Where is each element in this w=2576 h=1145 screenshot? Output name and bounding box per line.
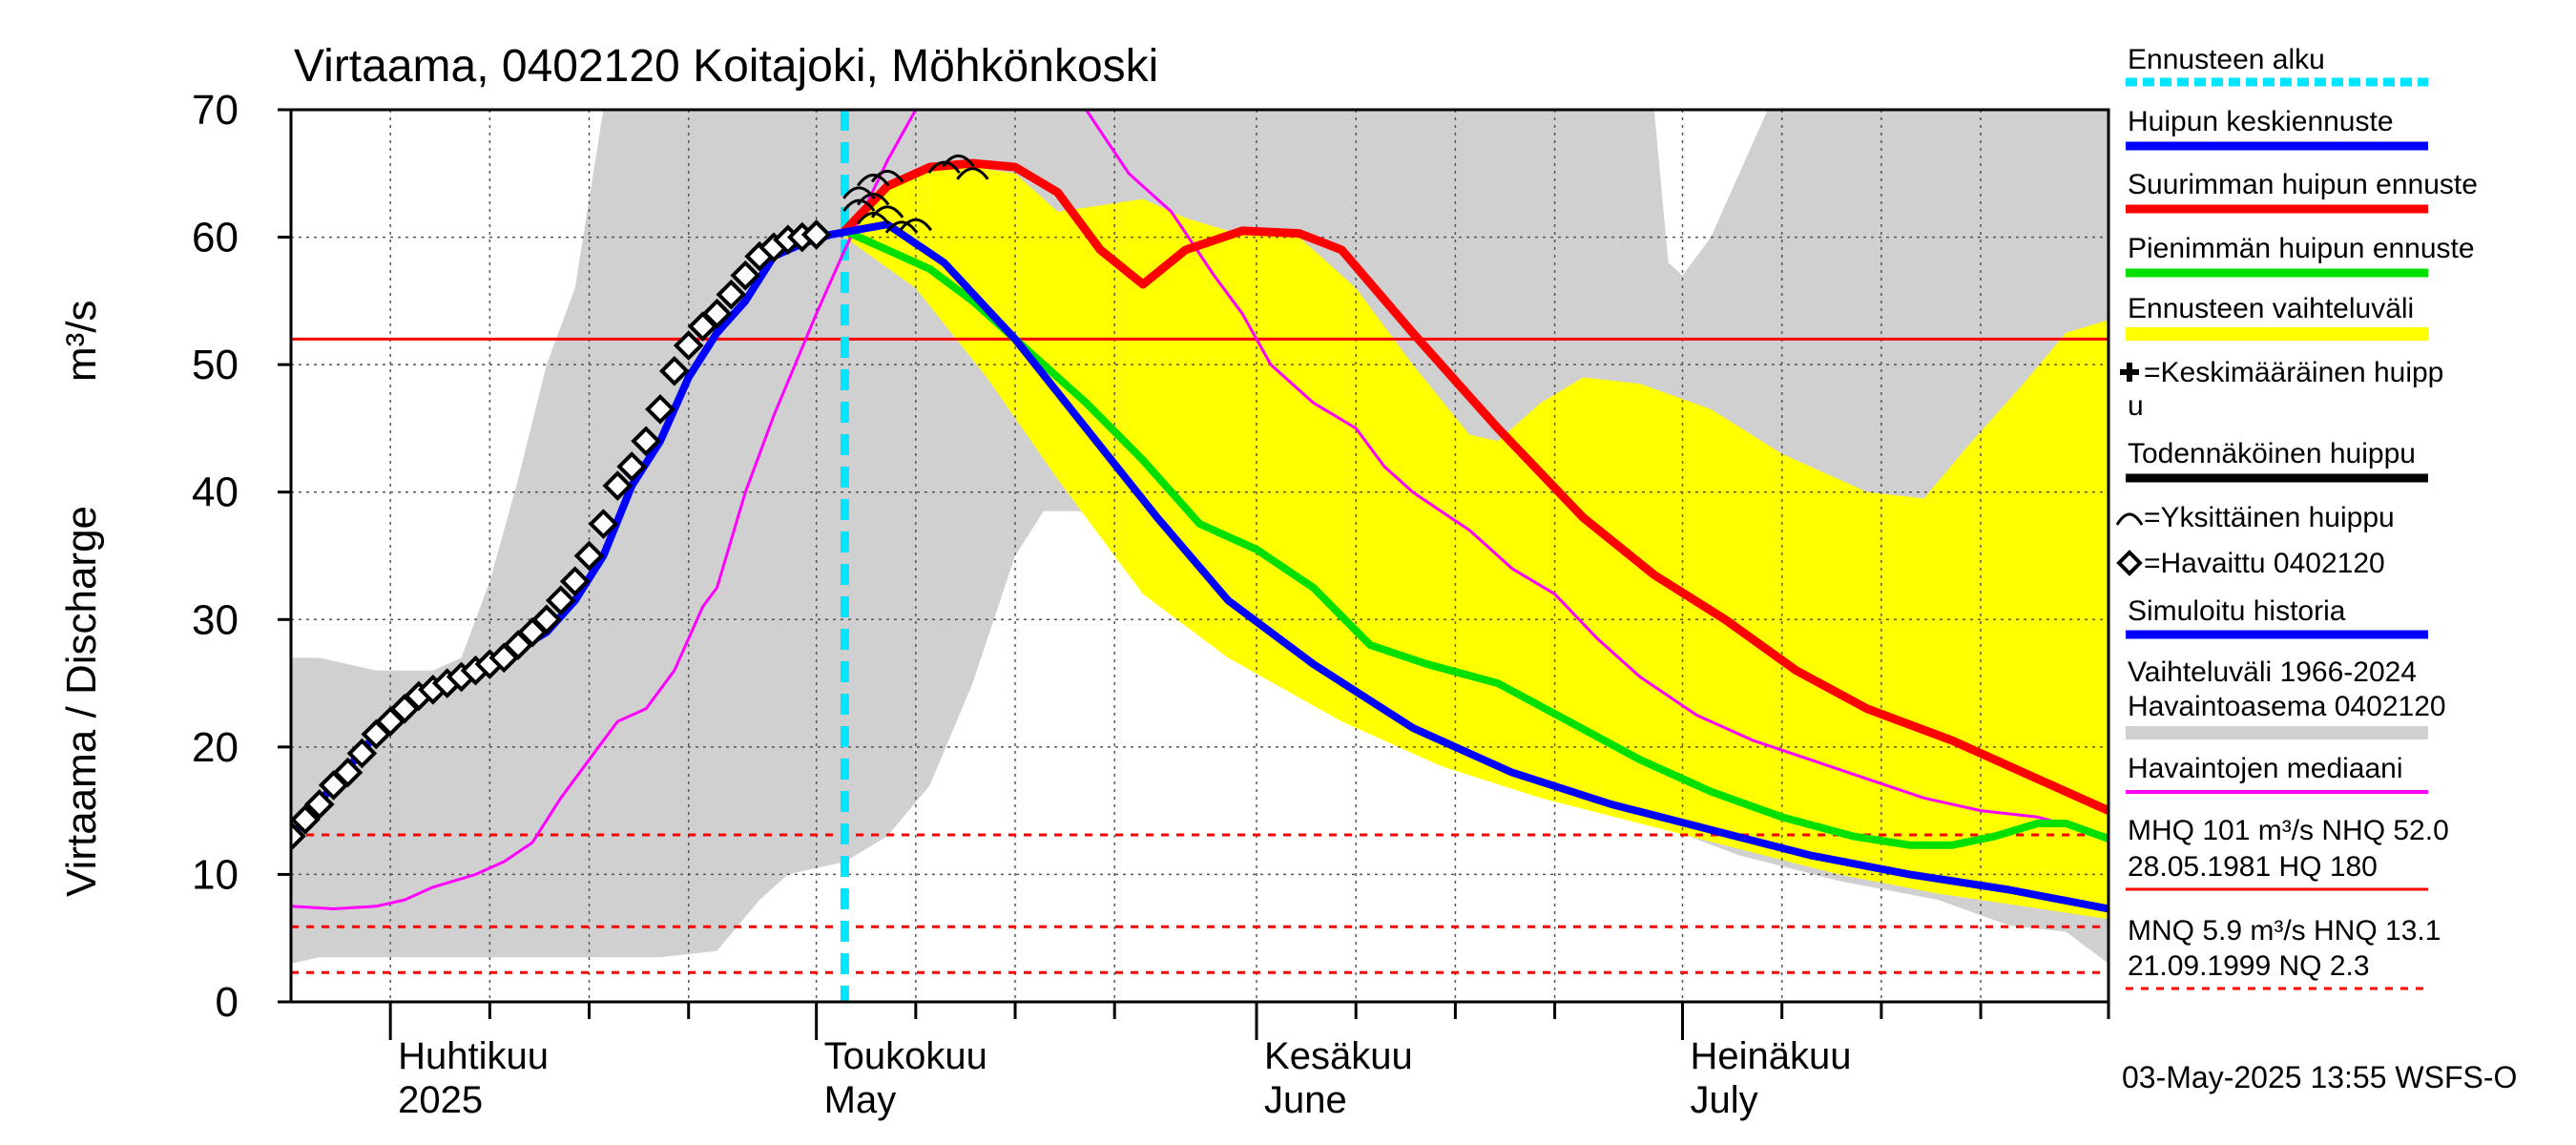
- month-sublabel-july: July: [1691, 1079, 1758, 1121]
- legend: Ennusteen alku Huipun keskiennuste Suurimm…: [2115, 44, 2478, 990]
- month-label-may: Toukokuu: [824, 1035, 987, 1077]
- observed-point: [545, 585, 576, 616]
- legend-label-havaintojen-mediaani: Havaintojen mediaani: [2128, 753, 2403, 784]
- y-tick-label: 50: [192, 342, 239, 388]
- forecast-peak-marker: [856, 173, 890, 187]
- forecast-peak-marker: [870, 169, 904, 183]
- month-label-june: Kesäkuu: [1264, 1035, 1413, 1077]
- forecast-peak-marker: [942, 154, 975, 168]
- legend-stats-line1: MNQ 5.9 m³/s HNQ 13.1: [2128, 915, 2441, 947]
- legend-symbol-diamond: [2116, 550, 2143, 576]
- legend-stats-line2: 28.05.1981 HQ 180: [2128, 851, 2378, 883]
- observed-point: [631, 426, 661, 457]
- observed-point: [531, 604, 562, 635]
- forecast-peak-marker: [927, 160, 961, 175]
- y-tick-label: 10: [192, 851, 239, 898]
- grid-lines: [291, 110, 2109, 1002]
- legend-label-vaihteluv-li-1966-2024-cont: Havaintoasema 0402120: [2128, 691, 2446, 722]
- forecast-peak-marker: [842, 198, 876, 213]
- observed-point: [332, 757, 364, 788]
- legend-label-havaittu-0402120: =Havaittu 0402120: [2144, 548, 2385, 579]
- y-tick-label: 30: [192, 596, 239, 643]
- legend-label-suurimman-huipun-ennuste: Suurimman huipun ennuste: [2128, 169, 2478, 200]
- forecast-peak-marker: [856, 193, 890, 206]
- legend-label-ennusteen-vaihteluv-li: Ennusteen vaihteluväli: [2128, 293, 2414, 324]
- observed-point: [616, 451, 648, 482]
- forecast-peak-marker: [870, 205, 904, 219]
- legend-symbol-plus: [2120, 363, 2139, 382]
- legend-stats-line1: MHQ 101 m³/s NHQ 52.0: [2128, 815, 2449, 846]
- legend-label-simuloitu-historia: Simuloitu historia: [2128, 595, 2346, 627]
- forecast-peak-markers: [842, 154, 989, 234]
- observed-point: [303, 789, 335, 820]
- observed-point: [573, 540, 605, 572]
- legend-label-pienimm-n-huipun-ennuste: Pienimmän huipun ennuste: [2128, 233, 2475, 264]
- forecast-range-band: [844, 167, 2109, 920]
- month-sublabel-2025: 2025: [398, 1079, 483, 1121]
- observed-point: [346, 738, 378, 769]
- legend-label-huipun-keskiennuste: Huipun keskiennuste: [2128, 106, 2394, 137]
- series-line-havaintojen-mediaani-continued: [1085, 110, 2109, 838]
- y-axis-ticks: 0 10 20 30 40 50 60 70: [192, 87, 291, 1026]
- plot-frame: [289, 108, 2110, 1004]
- forecast-peak-marker: [956, 167, 989, 180]
- observed-point: [602, 470, 634, 501]
- observed-point: [645, 394, 675, 425]
- observed-point: [673, 330, 704, 361]
- month-label-july: Heinäkuu: [1691, 1035, 1852, 1077]
- observed-point: [716, 279, 747, 310]
- observed-point: [701, 298, 733, 329]
- month-sublabel-may: May: [824, 1079, 897, 1121]
- forecast-peak-marker: [884, 220, 919, 234]
- legend-symbol-arc: [2115, 512, 2144, 526]
- observed-point: [800, 219, 832, 250]
- month-label-2025: Huhtikuu: [398, 1035, 549, 1077]
- plot-area: [291, 110, 2109, 1002]
- observed-point: [588, 509, 619, 539]
- observed-point: [730, 260, 761, 291]
- observed-point: [291, 804, 321, 835]
- y-tick-label: 20: [192, 724, 239, 771]
- series-line-havaintojen-mediaani: [291, 110, 918, 910]
- month-sublabel-june: June: [1264, 1079, 1347, 1121]
- chart-title: Virtaama, 0402120 Koitajoki, Möhkönkoski: [294, 41, 1158, 92]
- y-axis-label: Virtaama / Discharge: [58, 506, 105, 897]
- y-tick-label: 60: [192, 215, 239, 261]
- legend-label-keskim-r-inen-huipp: =Keskimääräinen huipp: [2144, 357, 2443, 388]
- forecast-peak-marker: [899, 218, 933, 232]
- observed-point: [659, 355, 690, 386]
- observed-markers: [291, 219, 832, 852]
- legend-label-keskim-r-inen-huipp-cont: u: [2128, 390, 2144, 422]
- footer-timestamp: 03-May-2025 13:55 WSFS-O: [2122, 1060, 2517, 1094]
- y-tick-label: 70: [192, 87, 239, 134]
- legend-label-todenn-k-inen-huippu: Todennäköinen huippu: [2128, 438, 2416, 469]
- reference-lines: [291, 337, 2109, 974]
- legend-stats-line2: 21.09.1999 NQ 2.3: [2128, 950, 2370, 982]
- legend-label-ennusteen-alku: Ennusteen alku: [2128, 44, 2325, 75]
- y-tick-label: 40: [192, 469, 239, 516]
- x-axis-ticks: [388, 1002, 2110, 1040]
- observed-point: [291, 821, 306, 852]
- series-line-suurimman-huipun-ennuste: [840, 158, 2109, 816]
- y-tick-label: 0: [216, 979, 239, 1026]
- legend-label-yksitt-inen-huippu: =Yksittäinen huippu: [2144, 502, 2395, 533]
- observed-point: [559, 566, 591, 597]
- y-axis-unit: m³/s: [58, 300, 105, 382]
- legend-label-vaihteluv-li-1966-2024: Vaihteluväli 1966-2024: [2128, 656, 2417, 688]
- forecast-peak-marker: [856, 212, 890, 225]
